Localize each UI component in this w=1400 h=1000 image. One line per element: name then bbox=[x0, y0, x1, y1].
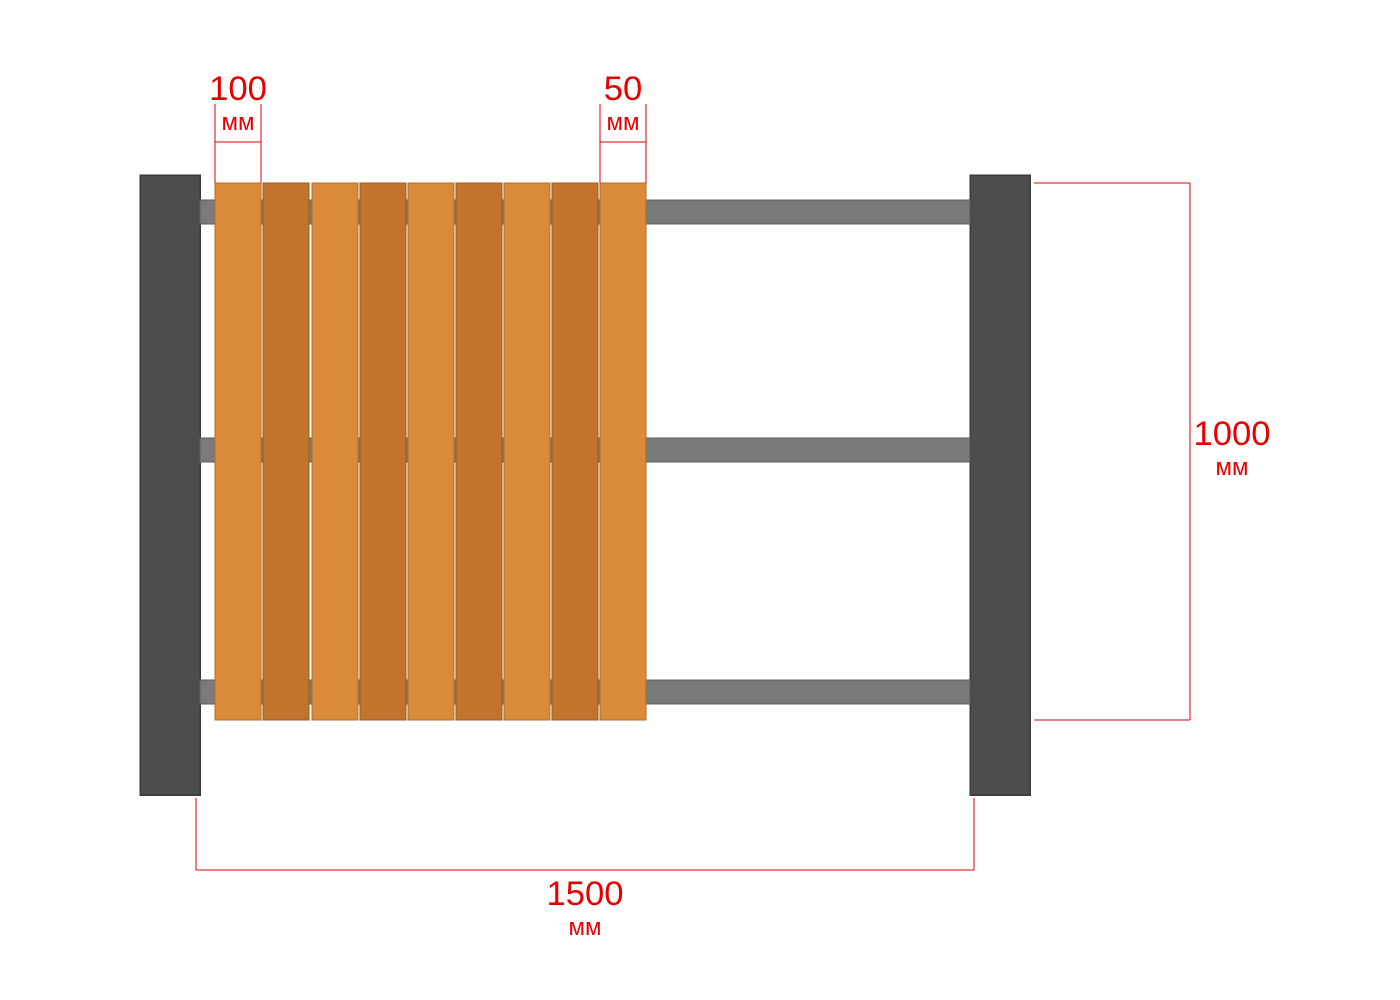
fence-dimension-diagram: 100мм50мм1500мм1000мм bbox=[0, 0, 1400, 1000]
dim-100-unit: мм bbox=[222, 109, 255, 136]
fence bbox=[140, 175, 1030, 795]
dim-1000-unit: мм bbox=[1216, 454, 1249, 481]
dim-1500-value: 1500 bbox=[546, 875, 623, 913]
fence-plank-back-0 bbox=[263, 183, 309, 720]
fence-plank-back-2 bbox=[456, 183, 502, 720]
dim-50-value: 50 bbox=[604, 70, 643, 108]
fence-plank-front-1 bbox=[312, 183, 358, 720]
dim-50-unit: мм bbox=[607, 109, 640, 136]
fence-plank-front-3 bbox=[504, 183, 550, 720]
fence-plank-back-1 bbox=[360, 183, 406, 720]
fence-plank-front-4 bbox=[600, 183, 646, 720]
fence-post-left bbox=[140, 175, 200, 795]
dim-100-value: 100 bbox=[209, 70, 267, 108]
fence-plank-front-0 bbox=[215, 183, 261, 720]
fence-plank-front-2 bbox=[408, 183, 454, 720]
fence-plank-back-3 bbox=[552, 183, 598, 720]
dim-1500-unit: мм bbox=[569, 914, 602, 941]
dim-1000-value: 1000 bbox=[1193, 415, 1270, 453]
fence-post-right bbox=[970, 175, 1030, 795]
